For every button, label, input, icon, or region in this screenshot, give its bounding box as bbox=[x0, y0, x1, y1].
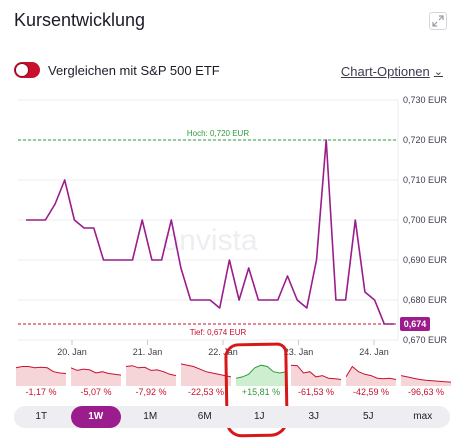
mini-chart-change-label: -96,63 % bbox=[407, 387, 445, 397]
x-tick-label: 21. Jan bbox=[133, 347, 163, 357]
price-series-line bbox=[26, 139, 394, 325]
mini-chart-line bbox=[71, 367, 121, 376]
mini-chart-area bbox=[236, 365, 286, 386]
page-title: Kursentwicklung bbox=[14, 10, 146, 30]
watermark-logo: onvista bbox=[162, 224, 257, 257]
period-performance-thumbnails: -1,17 % -5,07 % -7,92 % -22,53 % +15,81 % -61… bbox=[14, 360, 451, 402]
high-label: Hoch: 0,720 EUR bbox=[187, 129, 249, 138]
mini-chart-change-label: -61,53 % bbox=[297, 387, 335, 397]
mini-chart-4[interactable]: -22,53 % bbox=[181, 360, 231, 402]
period-tab-6m[interactable]: 6M bbox=[197, 411, 212, 422]
mini-chart-area bbox=[126, 365, 176, 386]
y-tick-label: 0,710 EUR bbox=[403, 175, 448, 185]
y-tick-label: 0,730 EUR bbox=[403, 95, 448, 105]
y-tick-label: 0,690 EUR bbox=[403, 255, 448, 265]
period-tab-1m[interactable]: 1M bbox=[143, 411, 158, 422]
mini-chart-graphic bbox=[71, 367, 121, 386]
expand-button[interactable] bbox=[429, 12, 447, 30]
chart-options-link[interactable]: Chart-Optionen ⌄ bbox=[341, 64, 443, 79]
mini-chart-area bbox=[291, 365, 341, 386]
mini-chart-change-label: -7,92 % bbox=[135, 387, 167, 397]
last-value-label: 0,674 bbox=[404, 319, 427, 329]
mini-chart-graphic bbox=[16, 366, 66, 386]
last-value-tag bbox=[400, 317, 430, 331]
mini-chart-line bbox=[16, 366, 66, 374]
mini-chart-line bbox=[346, 365, 396, 380]
chevron-down-icon: ⌄ bbox=[433, 66, 443, 78]
x-tick-label: 20. Jan bbox=[57, 347, 87, 357]
mini-chart-change-label: -42,59 % bbox=[352, 387, 390, 397]
mini-chart-5[interactable]: +15,81 % bbox=[236, 360, 286, 402]
mini-chart-6[interactable]: -61,53 % bbox=[291, 360, 341, 402]
compare-toggle[interactable] bbox=[14, 62, 40, 78]
period-tab-3j[interactable]: 3J bbox=[308, 411, 320, 422]
x-tick-label: 22. Jan bbox=[208, 347, 238, 357]
mini-chart-graphic bbox=[346, 365, 396, 386]
mini-chart-area bbox=[346, 366, 396, 386]
period-tab-1w[interactable]: 1W bbox=[70, 406, 121, 428]
price-chart[interactable]: 0,730 EUR 0,720 EUR 0,710 EUR 0,700 EUR 0,69… bbox=[0, 0, 457, 360]
mini-chart-area bbox=[71, 367, 121, 386]
mini-chart-line bbox=[236, 364, 286, 379]
mini-chart-line bbox=[181, 363, 231, 378]
period-tab-5j[interactable]: 5J bbox=[362, 411, 374, 422]
compare-row: Vergleichen mit S&P 500 ETF bbox=[14, 62, 220, 78]
mini-chart-change-label: -22,53 % bbox=[187, 387, 225, 397]
mini-chart-graphic bbox=[401, 375, 451, 386]
mini-chart-8[interactable]: -96,63 % bbox=[401, 360, 451, 402]
mini-chart-graphic bbox=[181, 363, 231, 386]
mini-chart-graphic bbox=[236, 364, 286, 386]
mini-chart-line bbox=[401, 375, 451, 383]
period-selector: 1T 1W 1M 6M 1J 3J 5J max bbox=[14, 406, 450, 428]
mini-chart-graphic bbox=[291, 364, 341, 386]
y-tick-label: 0,700 EUR bbox=[403, 215, 448, 225]
expand-icon bbox=[432, 15, 444, 27]
mini-chart-1[interactable]: -1,17 % bbox=[16, 360, 66, 402]
y-tick-label: 0,720 EUR bbox=[403, 135, 448, 145]
mini-chart-area bbox=[16, 366, 66, 386]
toggle-knob bbox=[15, 63, 29, 77]
mini-chart-change-label: -1,17 % bbox=[25, 387, 57, 397]
y-tick-label: 0,680 EUR bbox=[403, 295, 448, 305]
period-tab-1t[interactable]: 1T bbox=[35, 411, 48, 422]
mini-chart-line bbox=[291, 364, 341, 380]
mini-chart-3[interactable]: -7,92 % bbox=[126, 360, 176, 402]
low-label: Tief: 0,674 EUR bbox=[190, 328, 247, 337]
compare-label: Vergleichen mit S&P 500 ETF bbox=[48, 62, 220, 78]
y-tick-label: 0,670 EUR bbox=[403, 335, 448, 345]
mini-chart-graphic bbox=[126, 365, 176, 386]
chart-options-label: Chart-Optionen bbox=[340, 64, 430, 79]
x-tick-label: 23. Jan bbox=[284, 347, 314, 357]
mini-chart-7[interactable]: -42,59 % bbox=[346, 360, 396, 402]
mini-chart-2[interactable]: -5,07 % bbox=[71, 360, 121, 402]
period-tab-1j[interactable]: 1J bbox=[253, 411, 265, 422]
mini-chart-change-label: +15,81 % bbox=[241, 387, 281, 397]
mini-chart-area bbox=[181, 363, 231, 386]
mini-chart-line bbox=[126, 365, 176, 377]
x-tick-label: 24. Jan bbox=[359, 347, 389, 357]
mini-chart-change-label: -5,07 % bbox=[80, 387, 112, 397]
period-tab-max[interactable]: max bbox=[413, 411, 433, 422]
